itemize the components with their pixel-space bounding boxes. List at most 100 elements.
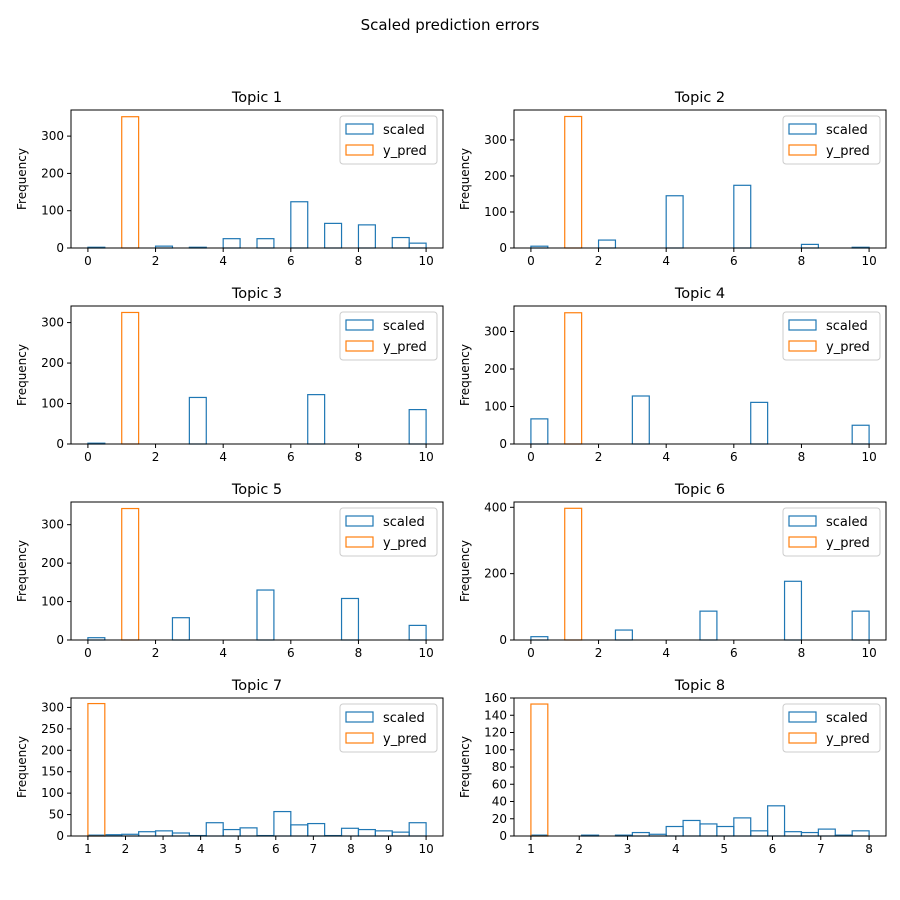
y-axis-label: Frequency (15, 736, 29, 798)
y-tick-label: 100 (484, 400, 507, 414)
legend-swatch-y_pred (788, 340, 817, 352)
axes-frame (70, 305, 444, 445)
scaled-bar (817, 828, 836, 837)
x-tick-label: 0 (527, 450, 535, 464)
legend-box (339, 115, 438, 165)
y_pred-bar (530, 703, 549, 837)
x-tick-label: 3 (159, 842, 167, 856)
x-tick-label: 6 (272, 842, 280, 856)
x-tick-label: 6 (730, 646, 738, 660)
scaled-bar (750, 401, 769, 445)
x-tick-label: 10 (418, 842, 433, 856)
y_pred-bar (564, 507, 583, 641)
scaled-bar (631, 395, 650, 445)
legend-label-y_pred: y_pred (826, 340, 870, 355)
x-tick-label: 2 (595, 254, 603, 268)
y-tick-label: 0 (499, 633, 507, 647)
legend: scaled y_pred (339, 703, 438, 753)
x-tick-label: 2 (595, 450, 603, 464)
scaled-bar (171, 617, 190, 641)
y-tick-label: 200 (484, 567, 507, 581)
scaled-bar (783, 831, 803, 837)
scaled-bar (408, 242, 427, 249)
x-tick-label: 0 (527, 646, 535, 660)
y-tick-label: 80 (492, 760, 507, 774)
x-tick-label: 10 (861, 254, 876, 268)
y-tick-label: 60 (492, 777, 507, 791)
x-tick-label: 8 (865, 842, 873, 856)
x-tick-label: 0 (84, 254, 92, 268)
x-tick-label: 6 (769, 842, 777, 856)
y-tick-label: 100 (41, 595, 64, 609)
legend: scaled y_pred (782, 507, 881, 557)
scaled-bar (290, 824, 309, 837)
x-tick-label: 6 (730, 254, 738, 268)
scaled-bar (750, 830, 769, 837)
legend-box (782, 311, 881, 361)
x-tick-label: 8 (347, 842, 355, 856)
scaled-bar (716, 825, 735, 837)
y-tick-label: 100 (484, 205, 507, 219)
x-tick-label: 0 (527, 254, 535, 268)
x-tick-label: 1 (84, 842, 92, 856)
y-axis-label: Frequency (15, 540, 29, 602)
legend: scaled y_pred (782, 703, 881, 753)
x-tick-label: 2 (152, 254, 160, 268)
y-tick-label: 100 (484, 743, 507, 757)
scaled-bar (290, 201, 309, 249)
legend: scaled y_pred (782, 311, 881, 361)
axes-frame (70, 109, 444, 249)
legend-swatch-y_pred (788, 144, 817, 156)
scaled-bar (665, 825, 684, 837)
y-axis-label: Frequency (15, 344, 29, 406)
scaled-bar (665, 195, 684, 249)
y_pred-bar (87, 702, 106, 837)
y_pred-bar (121, 311, 140, 445)
scaled-bar (682, 819, 701, 837)
y-tick-label: 40 (492, 795, 507, 809)
legend-swatch-y_pred (345, 340, 374, 352)
x-tick-label: 8 (798, 254, 806, 268)
x-tick-label: 8 (798, 646, 806, 660)
x-tick-label: 2 (595, 646, 603, 660)
x-tick-label: 6 (287, 254, 295, 268)
legend-label-scaled: scaled (383, 123, 425, 138)
legend-label-y_pred: y_pred (826, 144, 870, 159)
x-tick-label: 8 (355, 646, 363, 660)
scaled-bar (851, 830, 870, 837)
legend-swatch-scaled (345, 711, 374, 723)
y-tick-label: 250 (41, 722, 64, 736)
subplot-title: Topic 5 (231, 482, 282, 498)
legend-swatch-y_pred (345, 536, 374, 548)
scaled-bar (800, 243, 819, 249)
subplot-title: Topic 7 (231, 678, 282, 694)
x-tick-label: 8 (355, 450, 363, 464)
scaled-bar (408, 822, 427, 837)
y-axis-label: Frequency (458, 344, 472, 406)
legend-label-scaled: scaled (383, 515, 425, 530)
scaled-bar (188, 396, 207, 445)
axes-frame (513, 305, 887, 445)
y-tick-label: 300 (41, 316, 64, 330)
legend-label-y_pred: y_pred (826, 732, 870, 747)
subplot-title: Topic 1 (231, 90, 282, 106)
y-tick-label: 300 (41, 518, 64, 532)
x-tick-label: 8 (355, 254, 363, 268)
scaled-bar (699, 823, 718, 837)
y-tick-label: 50 (49, 808, 64, 822)
scaled-bar (733, 184, 752, 249)
y-tick-label: 0 (56, 633, 64, 647)
scaled-bar (374, 830, 393, 837)
legend: scaled y_pred (339, 115, 438, 165)
scaled-bar (783, 580, 803, 641)
axes-frame (513, 501, 887, 641)
scaled-bar (340, 827, 360, 837)
x-tick-label: 5 (720, 842, 728, 856)
scaled-bar (256, 238, 275, 249)
y-tick-label: 0 (56, 437, 64, 451)
